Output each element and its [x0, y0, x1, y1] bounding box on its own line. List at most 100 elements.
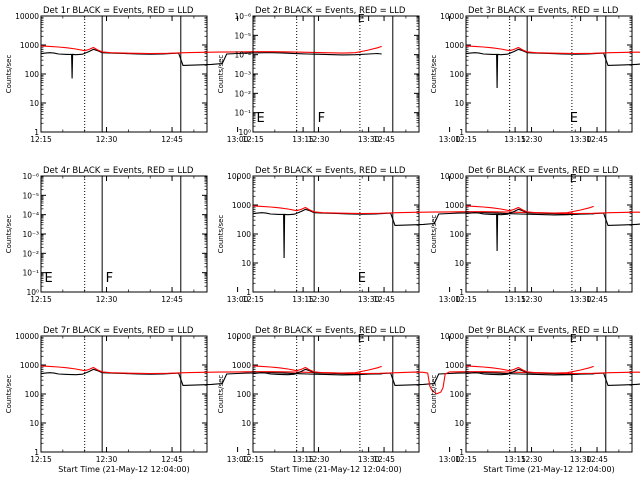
y-axis-label: Counts/sec — [430, 375, 438, 414]
x-tick-label: 12:45 — [161, 135, 183, 144]
y-tick-label: 10 — [454, 259, 464, 268]
y-axis-label: Counts/sec — [5, 55, 13, 94]
panel-title: Det 9r BLACK = Events, RED = LLD — [468, 326, 619, 336]
plot-frame — [252, 15, 420, 133]
y-axis-label: Counts/sec — [5, 215, 13, 254]
x-tick-label: 12:45 — [373, 295, 395, 304]
plot-frame — [252, 175, 420, 293]
y-tick-label: 10000 — [440, 332, 464, 341]
x-tick-label: 13:15 — [504, 135, 526, 144]
x-tick-label: 12:15 — [30, 135, 52, 144]
event-marker-label: E — [570, 111, 578, 126]
panel-det-9r: Det 9r BLACK = Events, RED = LLD 1 10 100 10… — [430, 326, 640, 474]
y-tick-label: 1 — [246, 448, 251, 457]
events-series-line — [40, 48, 382, 79]
events-series-line — [465, 368, 640, 386]
x-tick-label: 12:30 — [308, 135, 330, 144]
panel-det-5r: Det 5r BLACK = Events, RED = LLD 1 10 100 10… — [217, 166, 594, 304]
x-tick-label: 13:00 — [227, 295, 249, 304]
x-tick-label: 12:45 — [586, 295, 608, 304]
y-tick-label: 100 — [25, 390, 40, 399]
events-series-line — [40, 368, 382, 386]
x-tick-label: 13:15 — [292, 135, 314, 144]
event-marker-label: F — [106, 271, 113, 286]
y-axis-label: Counts/sec — [5, 375, 13, 414]
y-tick-label: 1000 — [445, 41, 464, 50]
panel-title: Det 2r BLACK = Events, RED = LLD — [255, 6, 406, 16]
y-axis-label: Counts/sec — [217, 215, 225, 254]
x-tick-label: 12:45 — [161, 455, 183, 464]
x-tick-label: 13:30 — [570, 295, 592, 304]
y-tick-label: 1 — [459, 448, 464, 457]
panel-title: Det 6r BLACK = Events, RED = LLD — [468, 166, 619, 176]
y-tick-label: 1000 — [20, 41, 39, 50]
x-tick-label: 12:30 — [96, 295, 118, 304]
x-tick-label: 13:30 — [358, 295, 380, 304]
y-tick-label: 100 — [450, 390, 465, 399]
y-tick-label: 10⁻³ — [234, 70, 251, 79]
x-tick-label: 12:30 — [308, 455, 330, 464]
x-tick-label: 13:00 — [439, 295, 461, 304]
y-tick-label: 10⁻³ — [22, 230, 39, 239]
y-tick-label: 10⁻⁵ — [234, 31, 251, 40]
y-tick-label: 10⁻⁵ — [22, 191, 39, 200]
x-tick-label: 13:30 — [570, 135, 592, 144]
y-tick-label: 10000 — [440, 172, 464, 181]
panel-title: Det 4r BLACK = Events, RED = LLD — [43, 166, 194, 176]
lld-series-line — [40, 45, 382, 55]
panel-det-4r: Det 4r BLACK = Events, RED = LLD 10⁰ 10⁻¹ 1… — [5, 166, 380, 304]
y-tick-label: 10⁻⁴ — [234, 51, 251, 60]
plot-frame — [465, 175, 633, 293]
y-tick-label: 10000 — [15, 12, 39, 21]
y-tick-label: 10⁻¹ — [234, 109, 251, 118]
x-tick-label: 12:30 — [308, 295, 330, 304]
x-tick-label: 12:45 — [373, 135, 395, 144]
plot-frame — [465, 335, 633, 453]
y-tick-label: 10 — [241, 419, 251, 428]
y-axis-label: Counts/sec — [217, 375, 225, 414]
panel-det-2r: Det 2r BLACK = Events, RED = LLD 10⁰ 10⁻¹ 1… — [217, 6, 592, 144]
y-tick-label: 100 — [237, 230, 252, 239]
x-axis-label: Start Time (21-May-12 12:04:00) — [483, 465, 614, 474]
x-tick-label: 13:15 — [292, 295, 314, 304]
x-tick-label: 13:15 — [292, 455, 314, 464]
x-tick-label: 13:30 — [358, 455, 380, 464]
panel-title: Det 1r BLACK = Events, RED = LLD — [43, 6, 194, 16]
events-series-line — [252, 208, 594, 259]
x-tick-label: 12:15 — [30, 295, 52, 304]
x-tick-label: 12:15 — [30, 455, 52, 464]
y-tick-label: 10000 — [440, 12, 464, 21]
events-series-line — [465, 48, 640, 89]
y-tick-label: 1 — [34, 128, 39, 137]
y-tick-label: 10⁻¹ — [22, 269, 39, 278]
y-tick-label: 100 — [25, 70, 40, 79]
x-tick-label: 12:45 — [161, 295, 183, 304]
x-tick-label: 13:00 — [439, 135, 461, 144]
y-tick-label: 10 — [29, 419, 39, 428]
x-tick-label: 12:30 — [96, 135, 118, 144]
plot-frame — [40, 15, 208, 133]
events-series-line — [252, 368, 594, 386]
panel-det-6r: Det 6r BLACK = Events, RED = LLD 1 10 100 10… — [430, 166, 640, 304]
y-tick-label: 10⁰ — [238, 128, 251, 137]
y-tick-label: 1000 — [445, 201, 464, 210]
panel-title: Det 5r BLACK = Events, RED = LLD — [255, 166, 406, 176]
x-tick-label: 12:15 — [242, 135, 264, 144]
x-tick-label: 12:15 — [455, 135, 477, 144]
x-tick-label: 12:30 — [521, 295, 543, 304]
x-tick-label: 12:30 — [521, 135, 543, 144]
x-tick-label: 12:15 — [242, 295, 264, 304]
y-tick-label: 1000 — [232, 361, 251, 370]
y-tick-label: 100 — [450, 230, 465, 239]
y-tick-label: 1000 — [232, 201, 251, 210]
x-tick-label: 12:45 — [373, 455, 395, 464]
y-tick-label: 100 — [237, 390, 252, 399]
event-marker-label: E — [358, 332, 365, 345]
lld-series-line — [465, 45, 640, 55]
event-marker-label: E — [358, 271, 366, 286]
x-tick-label: 13:00 — [439, 455, 461, 464]
panel-title: Det 8r BLACK = Events, RED = LLD — [255, 326, 406, 336]
y-tick-label: 10 — [454, 99, 464, 108]
x-tick-label: 12:15 — [242, 455, 264, 464]
y-axis-label: Counts/sec — [430, 55, 438, 94]
